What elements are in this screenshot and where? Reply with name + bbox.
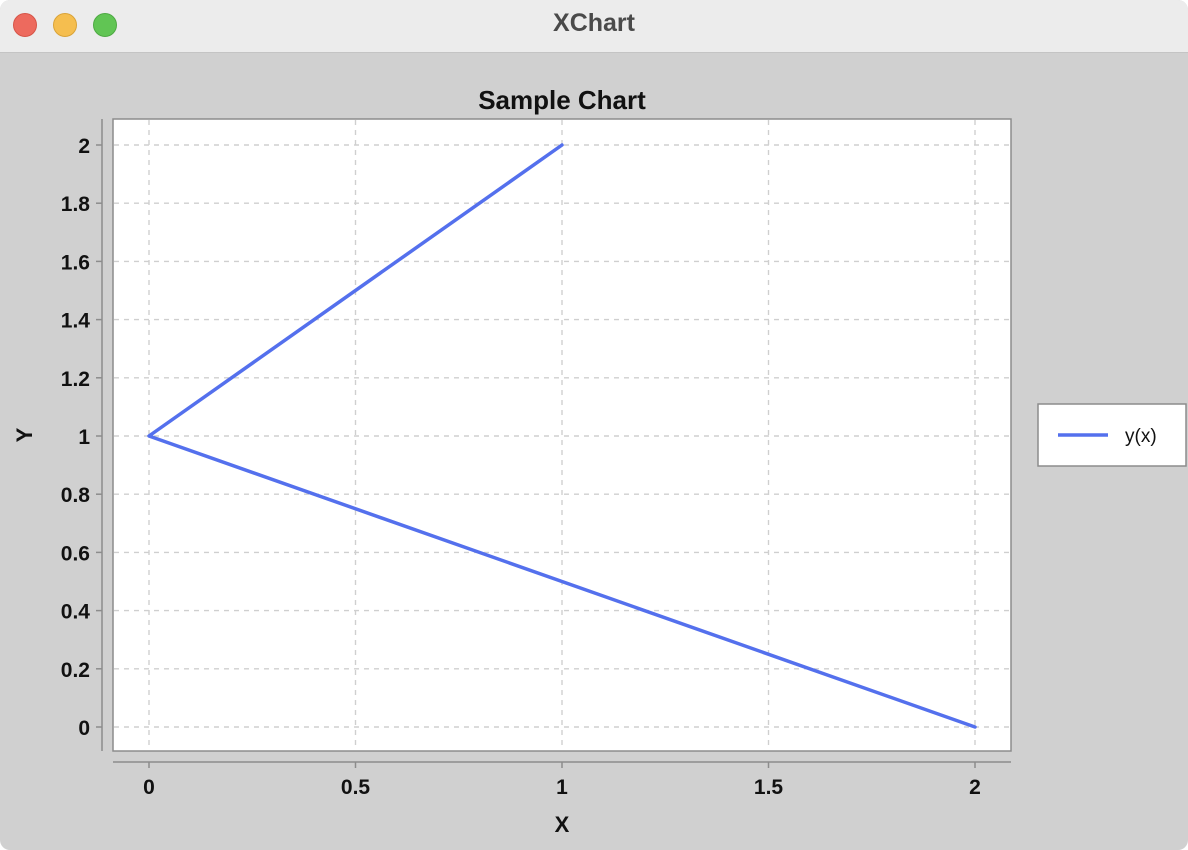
y-tick-label: 1 — [78, 426, 90, 449]
y-tick-label: 0.6 — [61, 542, 90, 565]
y-tick-label: 0.4 — [61, 601, 91, 624]
y-tick-label: 0.2 — [61, 659, 90, 682]
grid — [114, 120, 1010, 750]
y-tick-label: 1.8 — [61, 193, 91, 216]
x-tick-label: 1.5 — [754, 776, 784, 799]
window-title: XChart — [553, 9, 635, 37]
x-axis-title: X — [555, 812, 570, 837]
x-tick-label: 1 — [556, 776, 568, 799]
series-line-0 — [147, 143, 977, 729]
x-tick-label: 2 — [969, 776, 981, 799]
legend-label-y-x: y(x) — [1125, 426, 1157, 447]
y-tick-label: 2 — [78, 135, 90, 158]
zoom-window-button[interactable] — [93, 13, 117, 37]
y-axis-title: Y — [12, 427, 37, 442]
y-tick-label: 0 — [78, 717, 90, 740]
y-tick-label: 1.6 — [61, 251, 90, 274]
y-tick-label: 1.2 — [61, 368, 90, 391]
title-bar: XChart — [0, 0, 1188, 53]
x-tick-label: 0.5 — [341, 776, 371, 799]
chart-canvas: Sample Chart 0 0.2 0.4 0.6 0.8 1 1.2 1.4 1.6 1.8 2… — [12, 85, 1187, 837]
y-tick-label: 0.8 — [61, 484, 91, 507]
legend: y(x) — [1037, 403, 1187, 467]
x-tick-label: 0 — [143, 776, 155, 799]
close-window-button[interactable] — [13, 13, 37, 37]
minimize-window-button[interactable] — [53, 13, 77, 37]
chart-title: Sample Chart — [478, 85, 646, 115]
series-layer — [147, 143, 977, 729]
axes: 0 0.2 0.4 0.6 0.8 1 1.2 1.4 1.6 1.8 2 0 0.5 1 1.5 2 — [61, 119, 1011, 799]
y-tick-label: 1.4 — [61, 310, 91, 333]
